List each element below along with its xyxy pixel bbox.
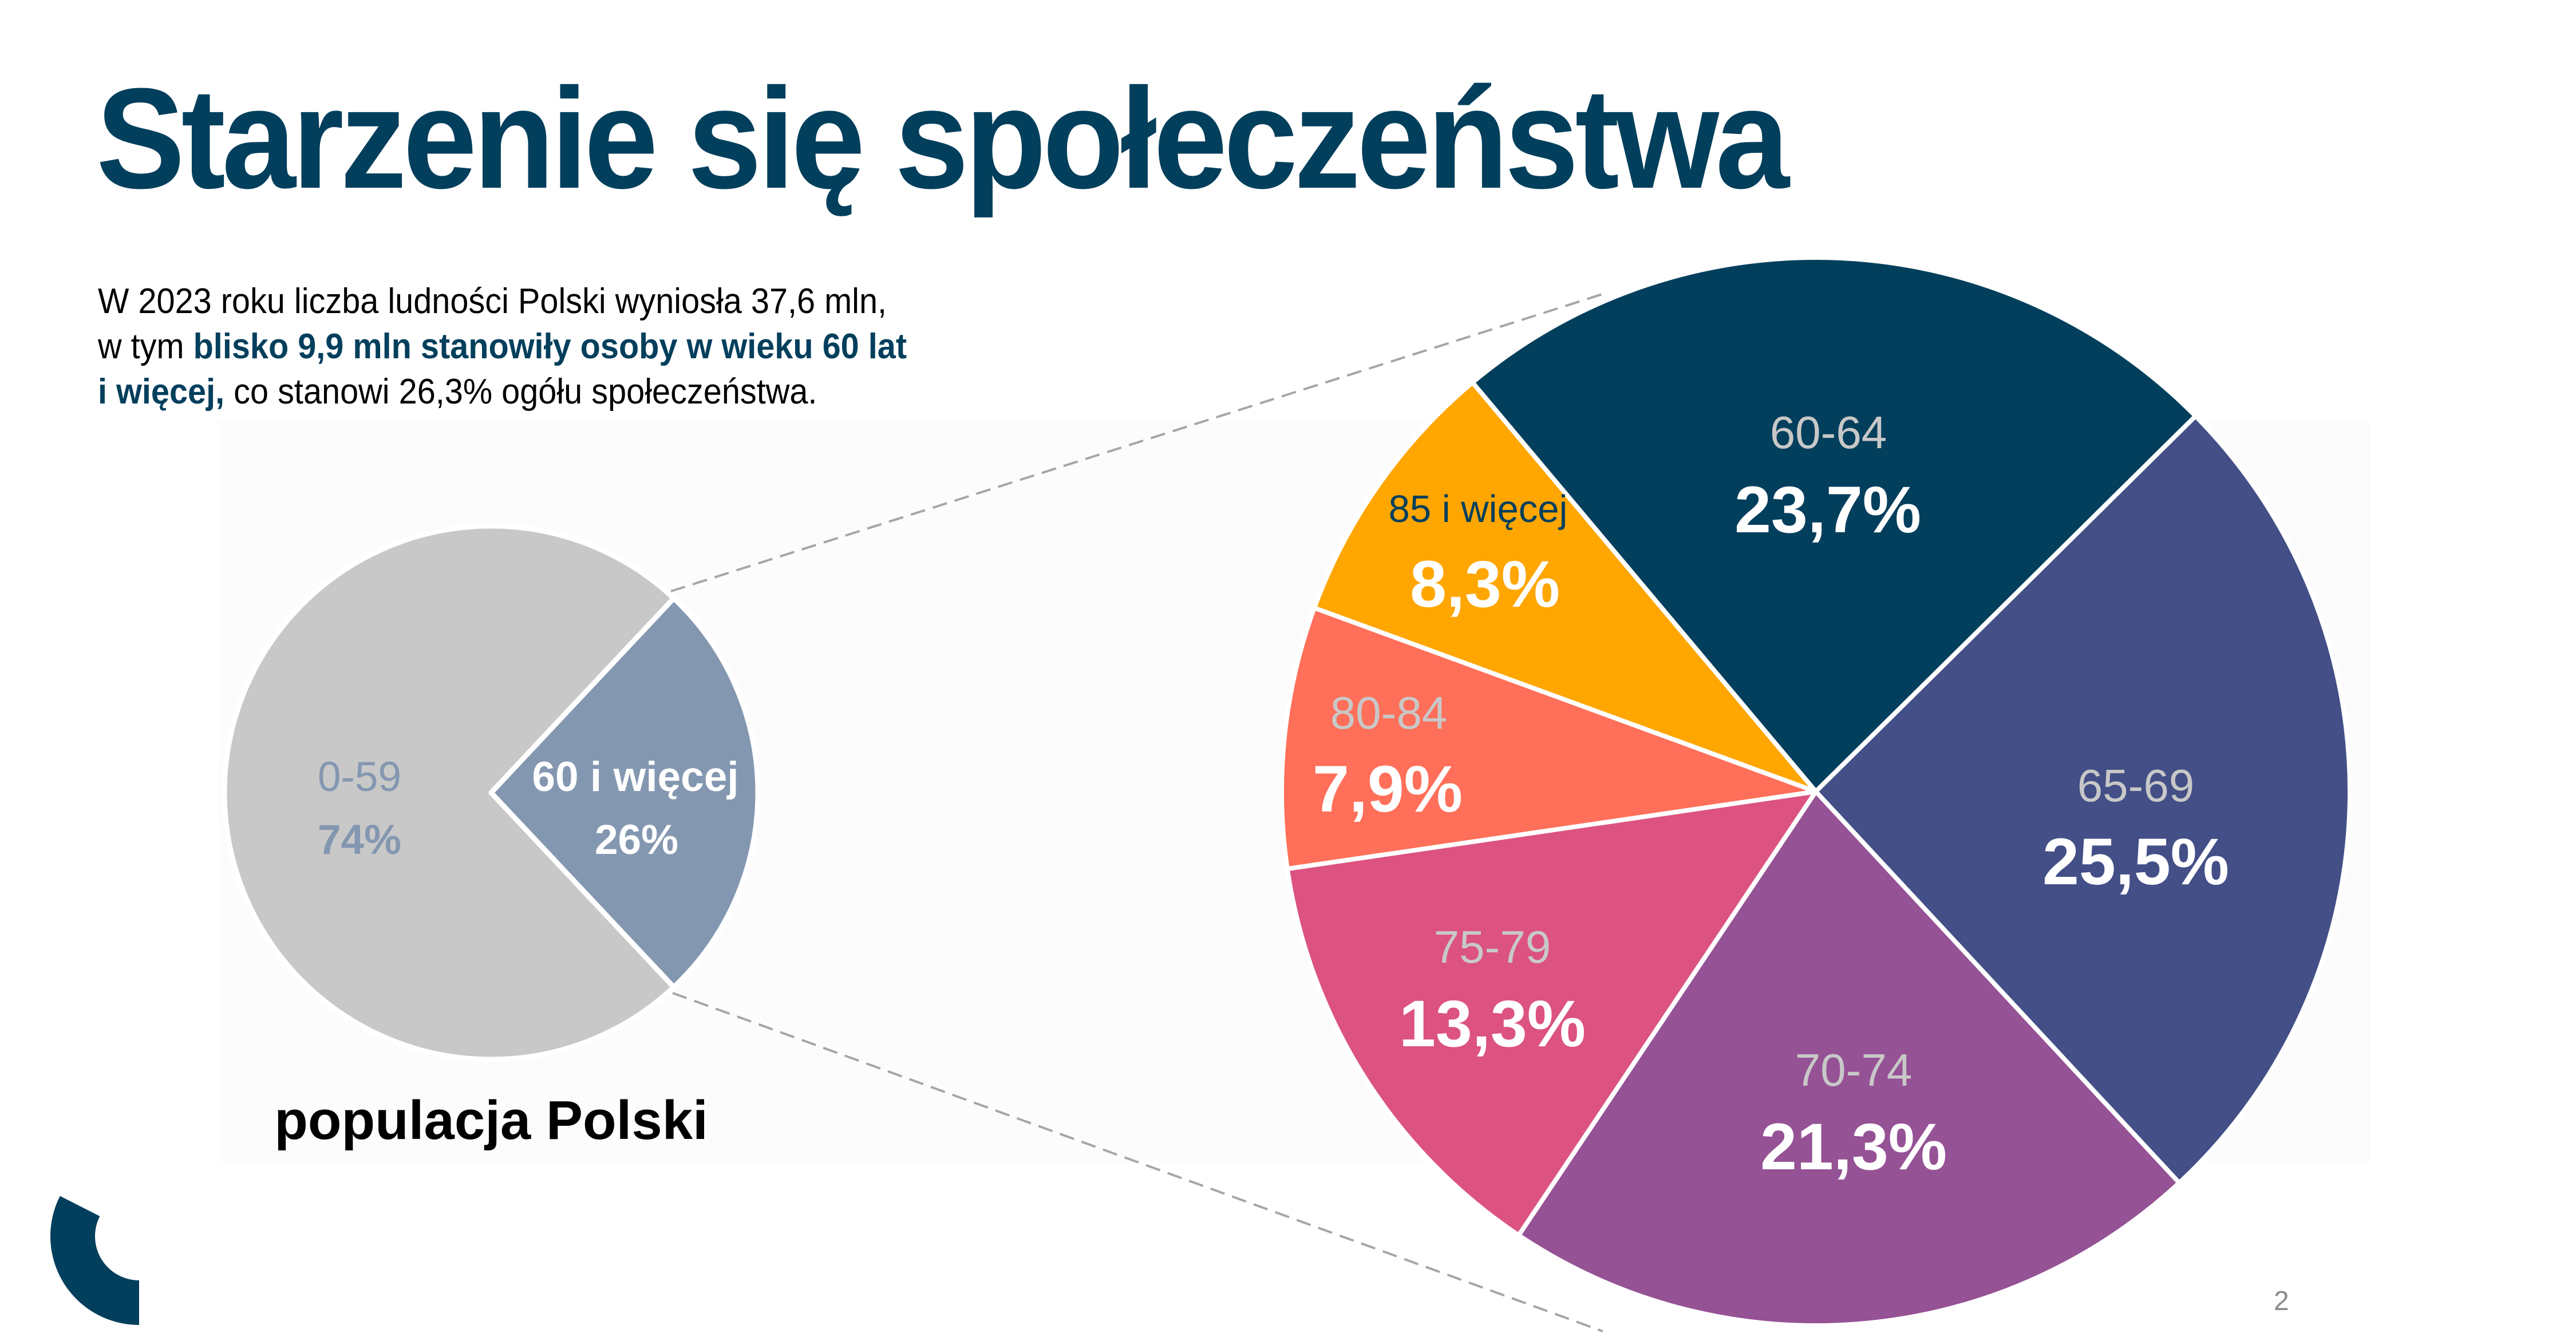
- pie-slice-75-79: [1285, 789, 1818, 1238]
- big-pie-label-75-79: 75-79: [1434, 921, 1551, 972]
- pie-slice-0-59: [222, 523, 677, 1062]
- big-pie-value-60-64: 23,7%: [1735, 473, 1921, 547]
- age-breakdown-pie: [1279, 255, 2352, 1328]
- intro-highlight-2: i więcej,: [98, 372, 225, 412]
- small-pie-value-0-59: 74%: [318, 817, 401, 863]
- connector-line-top: [670, 293, 1603, 592]
- small-pie-label-0-59: 0-59: [318, 754, 401, 800]
- slide-title: Starzenie się społeczeństwa: [96, 58, 1789, 218]
- population-pie: [222, 523, 761, 1062]
- connector-line-bottom: [672, 992, 1603, 1332]
- intro-paragraph: W 2023 roku liczba ludności Polski wynio…: [98, 279, 907, 414]
- brand-arc-logo-icon: [50, 1196, 139, 1325]
- big-pie-value-75-79: 13,3%: [1399, 987, 1586, 1061]
- pie-slice-70-74: [1516, 789, 2182, 1328]
- pie-slice-60-64: [1470, 255, 2198, 794]
- intro-line-1: W 2023 roku liczba ludności Polski wynio…: [98, 282, 887, 321]
- intro-line-3-suffix: co stanowi 26,3% ogółu społeczeństwa.: [224, 372, 817, 412]
- pie-slice-80-84: [1279, 606, 1818, 872]
- intro-line-2-prefix: w tym: [98, 327, 193, 366]
- big-pie-label-60-64: 60-64: [1770, 407, 1887, 458]
- small-pie-title: populacja Polski: [274, 1090, 708, 1151]
- pie-slice-85-i-wi-cej: [1311, 380, 1818, 794]
- intro-highlight-1: blisko 9,9 mln stanowiły osoby w wieku 6…: [193, 327, 907, 366]
- small-pie-value-60plus: 26%: [595, 817, 678, 863]
- small-pie-label-60plus: 60 i więcej: [532, 754, 738, 800]
- pie-slice-65-69: [1814, 413, 2352, 1185]
- pie-slice-60-i-wi-cej: [488, 595, 761, 990]
- big-pie-label-65-69: 65-69: [2077, 760, 2195, 811]
- big-pie-value-80-84: 7,9%: [1313, 753, 1463, 826]
- big-pie-label-85plus: 85 i więcej: [1389, 488, 1568, 531]
- big-pie-label-80-84: 80-84: [1330, 687, 1448, 738]
- page-number: 2: [2274, 1286, 2289, 1316]
- big-pie-value-65-69: 25,5%: [2042, 825, 2229, 899]
- big-pie-value-70-74: 21,3%: [1760, 1110, 1947, 1184]
- big-pie-label-70-74: 70-74: [1795, 1045, 1913, 1095]
- big-pie-value-85plus: 8,3%: [1410, 548, 1560, 621]
